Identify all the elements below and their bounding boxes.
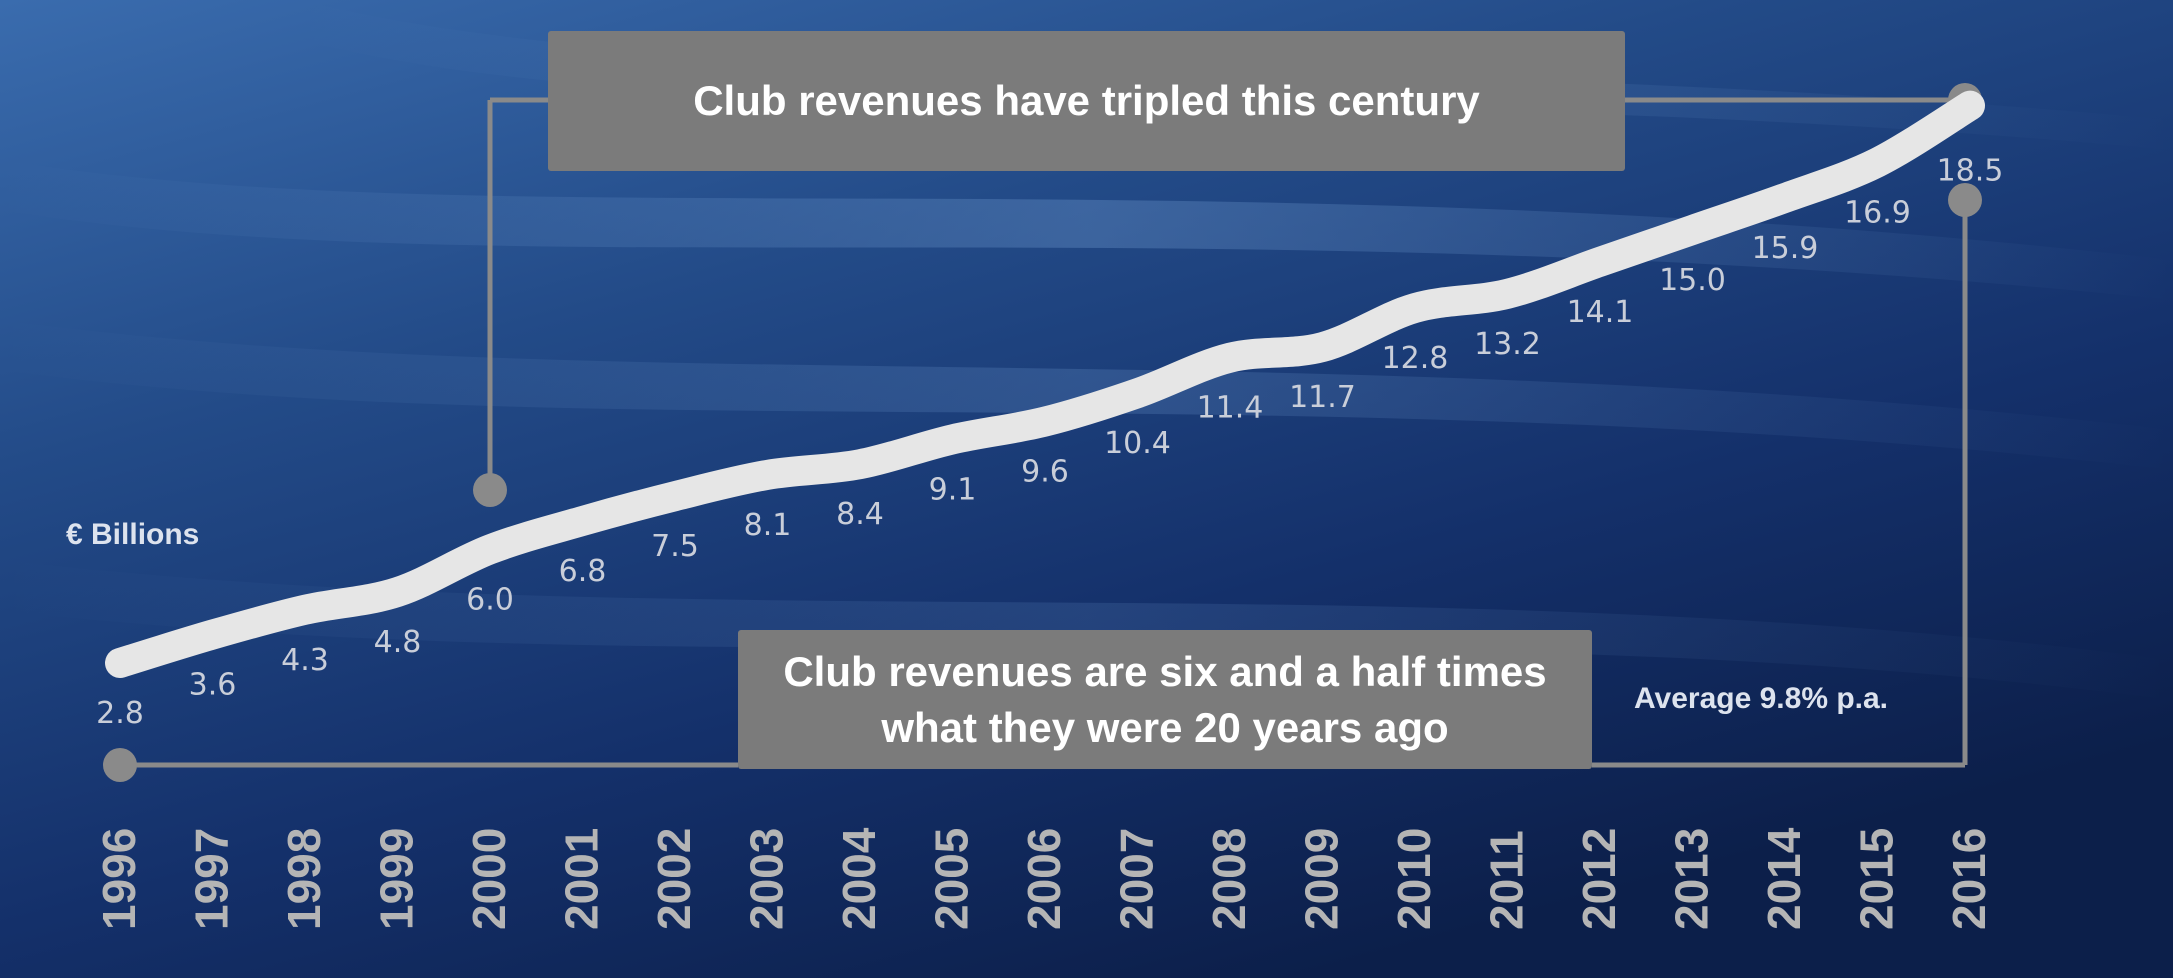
bottom-callout: Club revenues are six and a half times w… bbox=[738, 630, 1592, 769]
value-label-2002: 7.5 bbox=[651, 529, 699, 564]
x-tick-label-2003: 2003 bbox=[741, 828, 793, 930]
value-label-2004: 8.4 bbox=[836, 497, 884, 532]
value-label-2007: 10.4 bbox=[1104, 426, 1171, 461]
value-label-2014: 15.9 bbox=[1752, 231, 1819, 266]
value-label-2016: 18.5 bbox=[1937, 154, 2004, 189]
value-label-1998: 4.3 bbox=[281, 643, 329, 678]
x-tick-label-2001: 2001 bbox=[556, 828, 608, 930]
x-tick-label-2009: 2009 bbox=[1296, 828, 1348, 930]
value-label-2000: 6.0 bbox=[466, 582, 514, 617]
value-label-2005: 9.1 bbox=[929, 472, 977, 507]
x-tick-label-2010: 2010 bbox=[1388, 828, 1440, 930]
x-tick-label-2014: 2014 bbox=[1758, 827, 1810, 930]
value-label-2015: 16.9 bbox=[1844, 195, 1911, 230]
value-label-2012: 14.1 bbox=[1567, 295, 1634, 330]
value-label-2013: 15.0 bbox=[1659, 263, 1726, 298]
value-label-1999: 4.8 bbox=[374, 625, 422, 660]
x-tick-label-2016: 2016 bbox=[1943, 828, 1995, 930]
x-tick-label-2011: 2011 bbox=[1481, 830, 1533, 930]
bottom-callout-line2: what they were 20 years ago bbox=[881, 703, 1449, 751]
value-label-1997: 3.6 bbox=[189, 668, 237, 703]
value-label-2001: 6.8 bbox=[559, 554, 607, 589]
connector-dot-2000 bbox=[473, 473, 507, 507]
x-tick-label-2005: 2005 bbox=[926, 828, 978, 930]
value-label-1996: 2.8 bbox=[96, 696, 144, 731]
average-growth-note: Average 9.8% p.a. bbox=[1634, 682, 1889, 715]
x-tick-label-1999: 1999 bbox=[371, 828, 423, 930]
y-axis-label: € Billions bbox=[66, 518, 200, 551]
x-tick-label-2000: 2000 bbox=[463, 828, 515, 930]
x-tick-label-1998: 1998 bbox=[278, 828, 330, 930]
x-tick-label-2006: 2006 bbox=[1018, 828, 1070, 930]
value-label-2008: 11.4 bbox=[1197, 391, 1264, 426]
revenue-series-line bbox=[105, 90, 1985, 678]
value-label-2009: 11.7 bbox=[1289, 380, 1356, 415]
x-tick-label-2004: 2004 bbox=[833, 827, 885, 930]
x-tick-label-2007: 2007 bbox=[1111, 828, 1163, 930]
value-label-2011: 13.2 bbox=[1474, 327, 1541, 362]
connector-dot-2016-bottom bbox=[1948, 183, 1982, 217]
value-label-2006: 9.6 bbox=[1021, 455, 1069, 490]
top-callout: Club revenues have tripled this century bbox=[548, 31, 1625, 171]
x-tick-label-1997: 1997 bbox=[186, 828, 238, 930]
value-label-2003: 8.1 bbox=[744, 508, 792, 543]
x-tick-label-2015: 2015 bbox=[1851, 828, 1903, 930]
x-tick-label-2013: 2013 bbox=[1666, 828, 1718, 930]
x-tick-label-1996: 1996 bbox=[93, 828, 145, 930]
connector-dot-1996 bbox=[103, 748, 137, 782]
x-tick-label-2012: 2012 bbox=[1573, 828, 1625, 930]
x-tick-label-2002: 2002 bbox=[648, 828, 700, 930]
top-callout-text: Club revenues have tripled this century bbox=[693, 77, 1480, 124]
x-tick-label-2008: 2008 bbox=[1203, 828, 1255, 930]
value-label-2010: 12.8 bbox=[1382, 341, 1449, 376]
bottom-callout-line1: Club revenues are six and a half times bbox=[783, 647, 1547, 695]
